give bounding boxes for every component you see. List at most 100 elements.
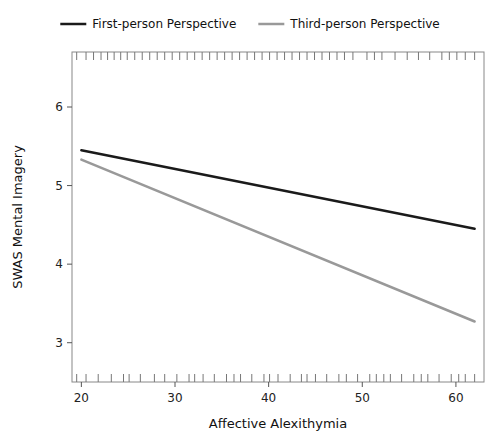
rug-top-mark [209, 52, 210, 60]
rug-top-mark [429, 52, 430, 60]
rug-bottom-mark [290, 374, 291, 382]
x-tick [268, 382, 269, 387]
rug-bottom-mark [357, 374, 358, 382]
y-tick [67, 342, 72, 343]
rug-top-mark [418, 52, 419, 60]
y-tick [67, 185, 72, 186]
rug-bottom-mark [326, 374, 327, 382]
y-tick-label: 3 [55, 336, 63, 350]
y-tick-label: 5 [55, 179, 63, 193]
rug-top-mark [292, 52, 293, 60]
rug-bottom-mark [427, 374, 428, 382]
rug-top-mark [352, 52, 353, 60]
series-line [81, 160, 474, 322]
rug-bottom-mark [413, 374, 414, 382]
legend-swatch [60, 23, 86, 26]
x-tick-label: 40 [261, 391, 276, 405]
rug-top-mark [465, 52, 466, 60]
rug-bottom-mark [76, 374, 77, 382]
chart: 20304050603456Affective AlexithymiaSWAS … [0, 0, 500, 447]
rug-bottom-mark [154, 374, 155, 382]
legend: First-person Perspective Third-person Per… [60, 17, 439, 31]
rug-bottom-mark [465, 374, 466, 382]
rug-bottom-mark [251, 374, 252, 382]
rug-top-mark [107, 52, 108, 60]
x-tick-label: 20 [74, 391, 89, 405]
rug-bottom-mark [98, 374, 99, 382]
rug-bottom-mark [346, 374, 347, 382]
y-tick [67, 264, 72, 265]
rug-top-mark [120, 52, 121, 60]
plot-frame [72, 52, 484, 382]
x-tick-label: 30 [167, 391, 182, 405]
rug-top-mark [366, 52, 367, 60]
rug-top-mark [322, 52, 323, 60]
rug-top-mark [224, 52, 225, 60]
rug-bottom-mark [194, 374, 195, 382]
rug-top-mark [127, 52, 128, 60]
x-tick-label: 50 [355, 391, 370, 405]
rug-top-mark [239, 52, 240, 60]
x-tick [455, 382, 456, 387]
legend-swatch [258, 23, 284, 26]
rug-top-mark [374, 52, 375, 60]
rug-top-mark [187, 52, 188, 60]
rug-top-mark [217, 52, 218, 60]
rug-top-mark [299, 52, 300, 60]
rug-top-mark [93, 52, 94, 60]
y-tick [67, 107, 72, 108]
rug-bottom-mark [390, 374, 391, 382]
rug-bottom-mark [439, 374, 440, 382]
rug-bottom-mark [111, 374, 112, 382]
rug-top-mark [254, 52, 255, 60]
rug-bottom-mark [140, 374, 141, 382]
rug-bottom-mark [129, 374, 130, 382]
rug-top-mark [269, 52, 270, 60]
rug-top-mark [134, 52, 135, 60]
rug-bottom-mark [164, 374, 165, 382]
rug-top-mark [474, 52, 475, 60]
x-tick [362, 382, 363, 387]
rug-bottom-mark [338, 374, 339, 382]
rug-top-mark [314, 52, 315, 60]
rug-bottom-mark [263, 374, 264, 382]
rug-bottom-mark [401, 374, 402, 382]
rug-top-mark [284, 52, 285, 60]
rug-bottom-mark [86, 374, 87, 382]
rug-top-mark [232, 52, 233, 60]
rug-top-mark [277, 52, 278, 60]
rug-bottom-mark [203, 374, 204, 382]
rug-bottom-mark [451, 374, 452, 382]
rug-bottom-mark [233, 374, 234, 382]
rug-bottom-mark [376, 374, 377, 382]
rug-top-mark [194, 52, 195, 60]
rug-bottom-mark [189, 374, 190, 382]
rug-bottom-mark [176, 374, 177, 382]
legend-item: First-person Perspective [60, 17, 236, 31]
rug-bottom-mark [278, 374, 279, 382]
rug-bottom-mark [240, 374, 241, 382]
y-tick-label: 4 [55, 257, 63, 271]
rug-top-mark [329, 52, 330, 60]
x-tick [175, 382, 176, 387]
series-line [81, 150, 474, 229]
rug-top-mark [247, 52, 248, 60]
y-tick-label: 6 [55, 100, 63, 114]
rug-top-mark [381, 52, 382, 60]
rug-top-mark [142, 52, 143, 60]
rug-bottom-mark [301, 374, 302, 382]
rug-top-mark [336, 52, 337, 60]
plot-area [77, 52, 475, 382]
legend-label: First-person Perspective [92, 17, 236, 31]
legend-item: Third-person Perspective [258, 17, 439, 31]
rug-top-mark [407, 52, 408, 60]
rug-top-mark [449, 52, 450, 60]
rug-bottom-mark [458, 374, 459, 382]
rug-top-mark [307, 52, 308, 60]
rug-top-mark [172, 52, 173, 60]
rug-bottom-mark [214, 374, 215, 382]
rug-bottom-mark [369, 374, 370, 382]
rug-bottom-mark [421, 374, 422, 382]
x-tick [81, 382, 82, 387]
rug-top-mark [114, 52, 115, 60]
